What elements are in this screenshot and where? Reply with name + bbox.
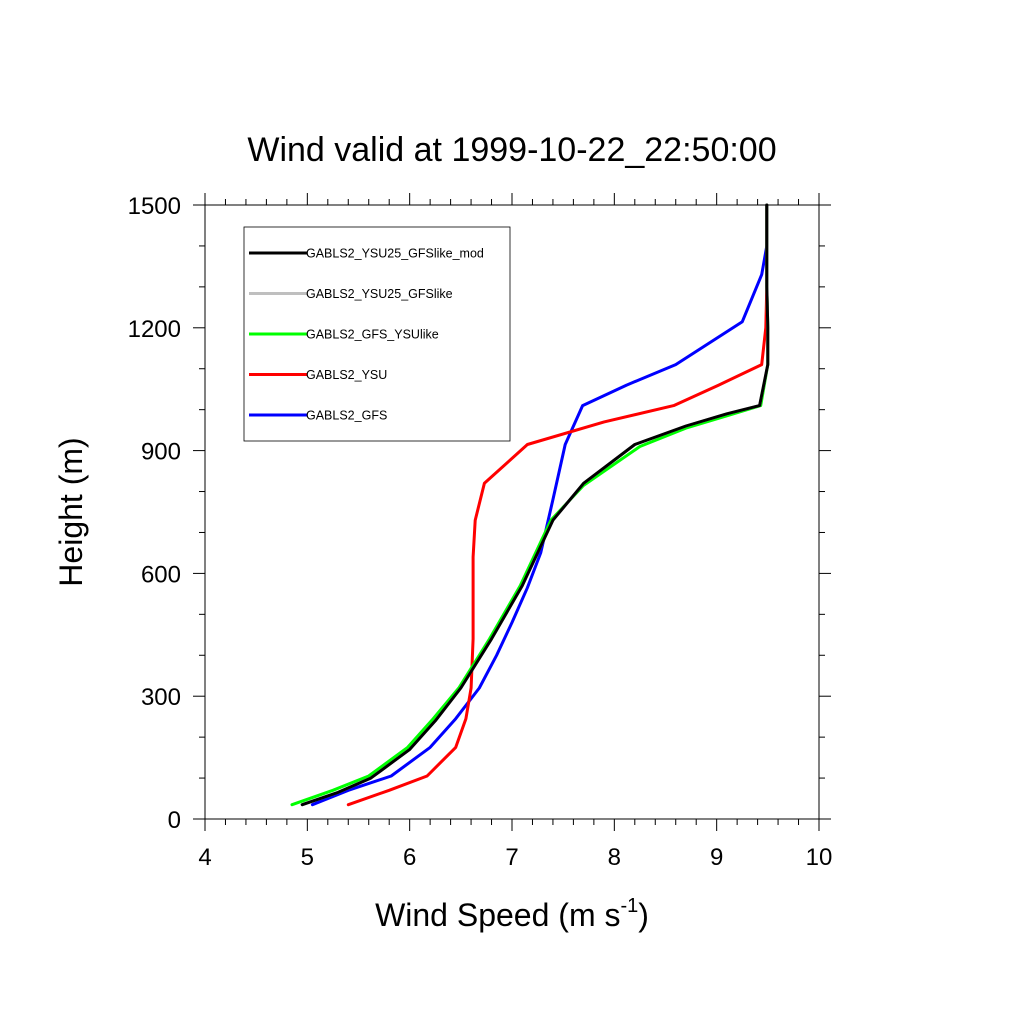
x-tick-label: 7: [505, 844, 518, 871]
x-tick-label: 4: [198, 844, 211, 871]
x-axis-title: Wind Speed (m s-1): [375, 895, 649, 933]
x-axis-title-tail: ): [638, 897, 649, 933]
chart-title: Wind valid at 1999-10-22_22:50:00: [247, 131, 776, 169]
y-axis-title: Height (m): [53, 437, 89, 586]
y-tick-label: 0: [168, 807, 181, 834]
x-tick-label: 5: [301, 844, 314, 871]
y-tick-label: 1200: [128, 316, 181, 343]
y-tick-label: 600: [141, 561, 181, 588]
legend-label-2: GABLS2_YSU25_GFSlike: [306, 287, 453, 301]
x-tick-label: 9: [710, 844, 723, 871]
y-tick-label: 900: [141, 439, 181, 466]
y-tick-label: 300: [141, 684, 181, 711]
legend-label-3: GABLS2_GFS_YSUlike: [306, 328, 439, 342]
plot-frame: [204, 204, 820, 820]
series-line-1: [300, 203, 770, 807]
tick-labels: 4 5 6 7 8 9 10 0 300 600 900 1200 1500: [128, 193, 833, 871]
legend: GABLS2_YSU25_GFSlike_mod GABLS2_YSU25_GFS…: [243, 226, 511, 442]
series-layer: [290, 203, 770, 807]
legend-label-4: GABLS2_YSU: [306, 368, 387, 382]
x-axis-title-main: Wind Speed (m s: [375, 897, 620, 933]
y-tick-label: 1500: [128, 193, 181, 220]
x-tick-label: 6: [403, 844, 416, 871]
x-axis-title-exponent: -1: [620, 895, 638, 917]
series-line-4: [346, 203, 769, 807]
major-ticks: [193, 193, 831, 831]
legend-label-1: GABLS2_YSU25_GFSlike_mod: [306, 247, 484, 261]
legend-label-5: GABLS2_GFS: [306, 409, 387, 423]
minor-ticks: [199, 199, 825, 825]
series-line-5: [310, 203, 769, 807]
x-tick-label: 8: [608, 844, 621, 871]
x-tick-label: 10: [806, 844, 833, 871]
